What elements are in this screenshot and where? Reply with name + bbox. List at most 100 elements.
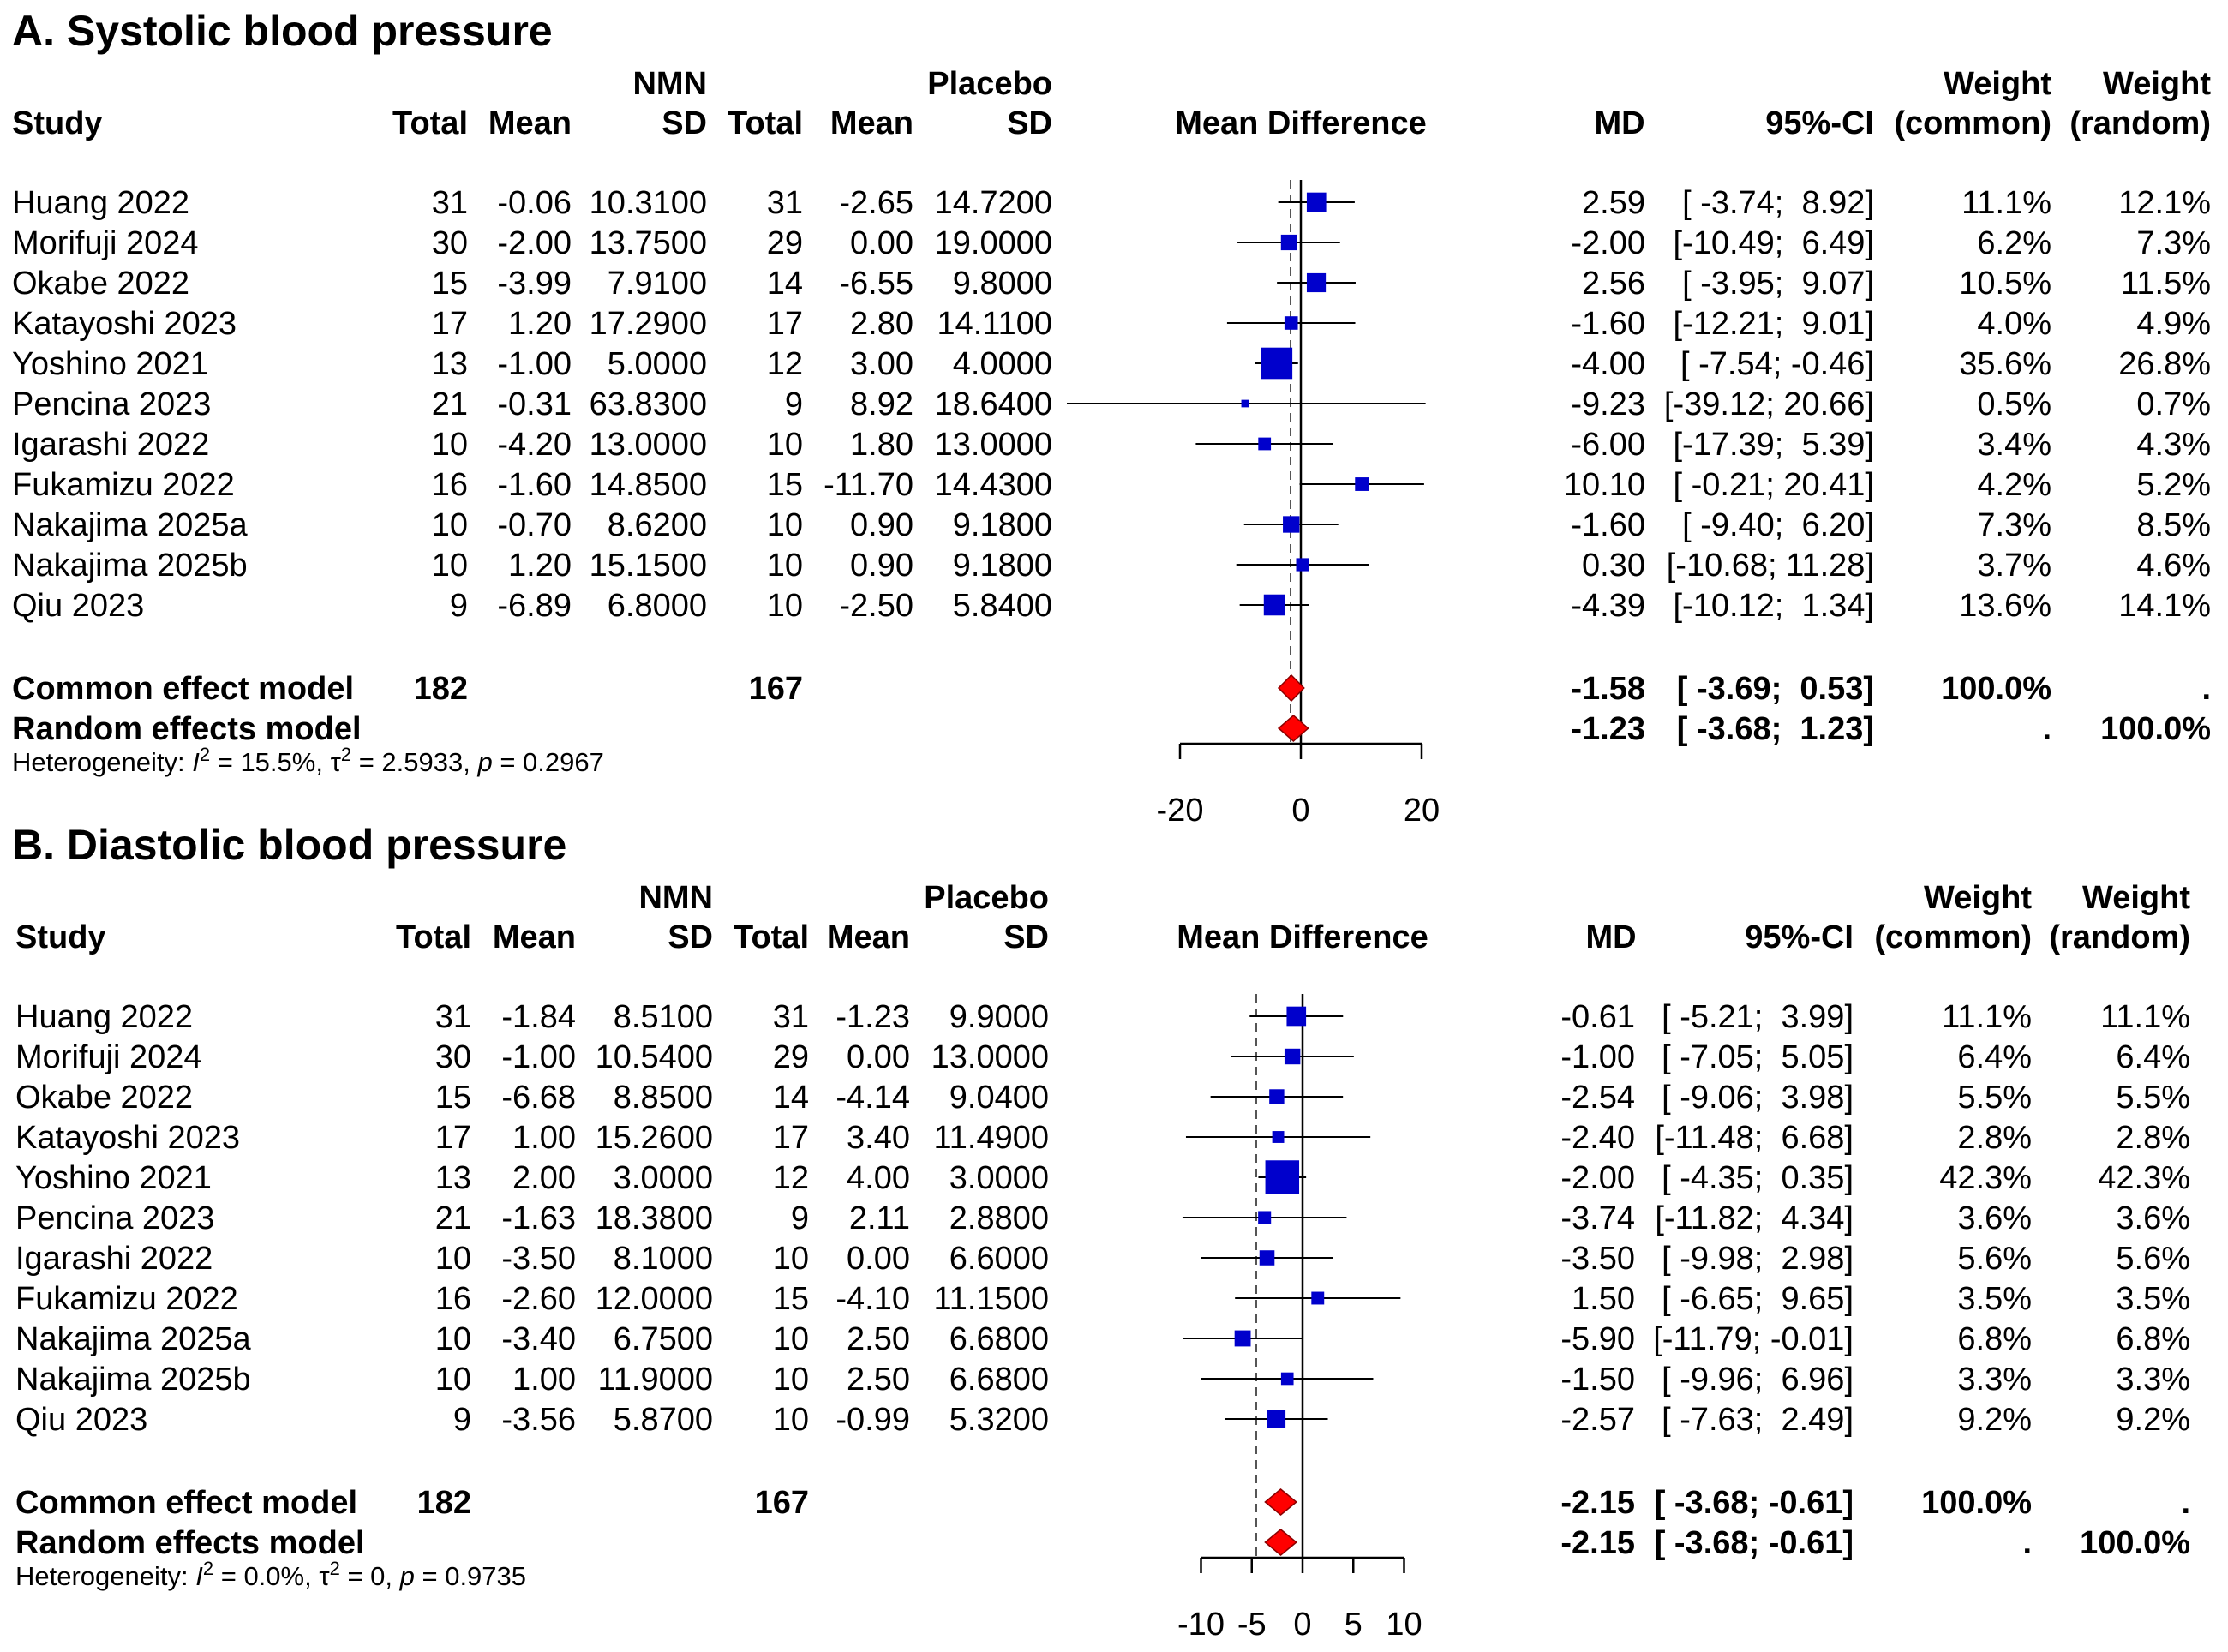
study-name: Igarashi 2022 xyxy=(12,427,209,463)
placebo-mean: 0.00 xyxy=(847,1039,910,1075)
nmn-sd: 8.5100 xyxy=(614,999,713,1035)
placebo-total: 10 xyxy=(773,1241,809,1277)
placebo-sd: 14.4300 xyxy=(935,467,1052,503)
header-nmn-mean: Mean xyxy=(493,919,576,955)
md-value: -0.61 xyxy=(1560,999,1635,1035)
weight-common-value: 4.0% xyxy=(1977,306,2051,342)
effect-square xyxy=(1241,399,1249,408)
placebo-total: 15 xyxy=(773,1281,809,1317)
x-tick-label: 20 xyxy=(1404,793,1440,829)
heterogeneity-tau-sup: 2 xyxy=(330,1558,340,1579)
study-name: Fukamizu 2022 xyxy=(12,467,235,503)
ci-value: [ -9.40; 6.20] xyxy=(1682,507,1874,543)
heterogeneity-p-sym: p xyxy=(399,1561,415,1591)
study-name: Nakajima 2025a xyxy=(12,507,248,543)
md-value: -1.50 xyxy=(1560,1362,1635,1398)
study-name: Qiu 2023 xyxy=(15,1402,147,1438)
weight-common-value: 42.3% xyxy=(1939,1160,2032,1196)
x-tick-label: 0 xyxy=(1293,1607,1311,1643)
placebo-sd: 18.6400 xyxy=(935,386,1052,422)
nmn-mean: -2.60 xyxy=(501,1281,576,1317)
common-nmn-total: 182 xyxy=(414,671,468,707)
nmn-total: 16 xyxy=(435,1281,471,1317)
placebo-mean: 0.00 xyxy=(850,225,913,261)
placebo-mean: 0.90 xyxy=(850,548,913,584)
effect-square xyxy=(1259,1250,1275,1266)
placebo-sd: 4.0000 xyxy=(953,346,1052,382)
placebo-total: 9 xyxy=(785,386,803,422)
effect-square xyxy=(1306,192,1327,212)
md-value: 10.10 xyxy=(1564,467,1645,503)
ci-value: [-11.48; 6.68] xyxy=(1655,1120,1854,1156)
effect-square xyxy=(1269,1089,1285,1104)
weight-common-value: 13.6% xyxy=(1959,588,2051,624)
effect-square xyxy=(1258,437,1272,451)
weight-common-value: 6.2% xyxy=(1977,225,2051,261)
placebo-total: 10 xyxy=(767,588,803,624)
header-weight-common: Weight xyxy=(1944,66,2051,102)
nmn-mean: -0.70 xyxy=(497,507,572,543)
weight-random-value: 3.5% xyxy=(2116,1281,2190,1317)
weight-common-value: 2.8% xyxy=(1957,1120,2032,1156)
ci-value: [-11.79; -0.01] xyxy=(1653,1321,1854,1357)
placebo-mean: -0.99 xyxy=(836,1402,910,1438)
nmn-total: 21 xyxy=(432,386,468,422)
header-study: Study xyxy=(12,105,103,141)
effect-square xyxy=(1234,1330,1251,1347)
header-ci: 95%-CI xyxy=(1765,105,1874,141)
study-name: Huang 2022 xyxy=(12,185,189,221)
md-value: 0.30 xyxy=(1582,548,1645,584)
heterogeneity-tau-sym: τ xyxy=(331,747,341,777)
ci-value: [ -3.95; 9.07] xyxy=(1682,266,1874,302)
header-nmn: NMN xyxy=(632,66,707,102)
study-name: Morifuji 2024 xyxy=(15,1039,202,1075)
md-value: -1.60 xyxy=(1571,306,1645,342)
placebo-mean: 2.50 xyxy=(847,1362,910,1398)
nmn-mean: 1.20 xyxy=(508,306,572,342)
nmn-sd: 12.0000 xyxy=(596,1281,713,1317)
ci-value: [ -3.74; 8.92] xyxy=(1682,185,1874,221)
random-ci: [ -3.68; -0.61] xyxy=(1655,1525,1854,1561)
placebo-total: 31 xyxy=(773,999,809,1035)
placebo-sd: 5.8400 xyxy=(953,588,1052,624)
effect-square xyxy=(1306,272,1327,293)
effect-square xyxy=(1263,594,1285,616)
nmn-sd: 15.1500 xyxy=(590,548,707,584)
weight-common-value: 11.1% xyxy=(1961,185,2051,221)
header-placebo-mean: Mean xyxy=(830,105,913,141)
placebo-sd: 13.0000 xyxy=(935,427,1052,463)
md-value: -1.00 xyxy=(1560,1039,1635,1075)
header-placebo-mean: Mean xyxy=(827,919,910,955)
md-value: -2.54 xyxy=(1560,1080,1635,1116)
placebo-mean: -4.14 xyxy=(836,1080,910,1116)
weight-random-value: 11.1% xyxy=(2100,999,2190,1035)
heterogeneity-i2-sym: I xyxy=(192,747,200,777)
nmn-sd: 13.0000 xyxy=(590,427,707,463)
weight-random-value: 26.8% xyxy=(2118,346,2211,382)
header-placebo-total: Total xyxy=(734,919,809,955)
header-md: MD xyxy=(1585,919,1636,955)
nmn-total: 15 xyxy=(435,1080,471,1116)
nmn-sd: 7.9100 xyxy=(608,266,707,302)
weight-random-value: 3.6% xyxy=(2116,1200,2190,1236)
weight-common-value: 11.1% xyxy=(1942,999,2032,1035)
ci-value: [ -9.96; 6.96] xyxy=(1662,1362,1854,1398)
nmn-mean: -6.68 xyxy=(501,1080,576,1116)
weight-common-value: 9.2% xyxy=(1957,1402,2032,1438)
nmn-total: 10 xyxy=(432,507,468,543)
placebo-sd: 19.0000 xyxy=(935,225,1052,261)
placebo-mean: -11.70 xyxy=(824,467,913,503)
weight-random-value: 5.2% xyxy=(2136,467,2211,503)
header-nmn-sd: SD xyxy=(668,919,713,955)
effect-square xyxy=(1265,1160,1300,1194)
header-weight-common: Weight xyxy=(1924,880,2032,916)
heterogeneity-tau-val: = 0, xyxy=(340,1561,400,1591)
heterogeneity-tau-sym: τ xyxy=(319,1561,329,1591)
placebo-total: 10 xyxy=(773,1321,809,1357)
nmn-mean: 1.00 xyxy=(512,1362,576,1398)
md-value: -4.39 xyxy=(1571,588,1645,624)
md-value: 2.56 xyxy=(1582,266,1645,302)
weight-random-value: 14.1% xyxy=(2118,588,2211,624)
common-weight-random: . xyxy=(2181,1485,2190,1521)
weight-random-value: 7.3% xyxy=(2136,225,2211,261)
